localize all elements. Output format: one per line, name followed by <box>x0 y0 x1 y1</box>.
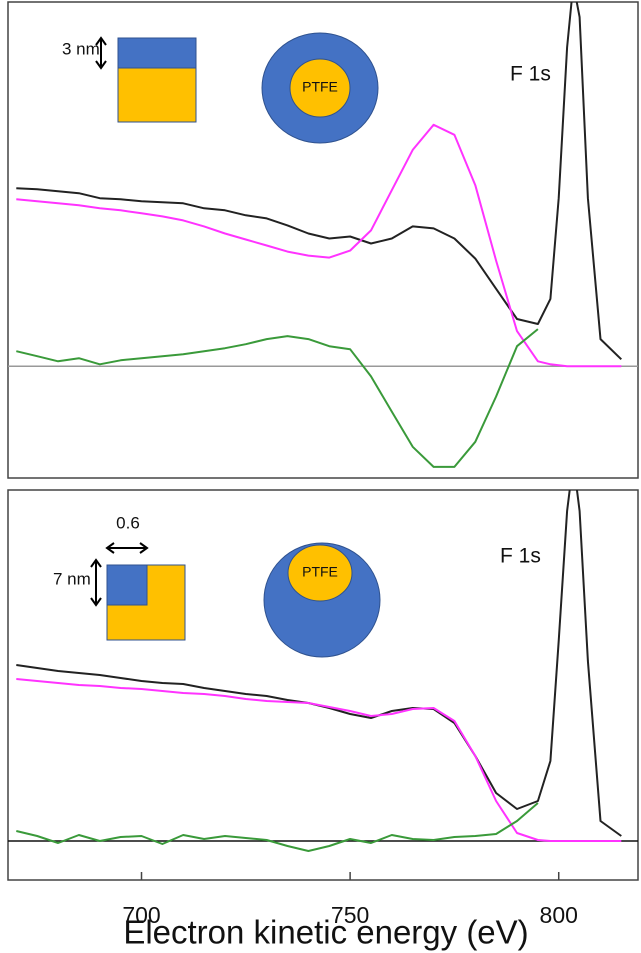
x-tick-label: 750 <box>331 902 369 928</box>
plot-frame <box>7 489 639 881</box>
data-line <box>16 490 622 837</box>
annotation: F 1s <box>510 63 551 86</box>
annotation: F 1s <box>500 545 541 568</box>
data-line <box>16 123 622 368</box>
annotation: 0.6 <box>116 513 140 532</box>
annotation: 3 nm <box>62 39 100 58</box>
data-line <box>16 802 539 852</box>
data-line <box>16 328 539 468</box>
x-axis-label: Electron kinetic energy (eV) <box>123 914 528 951</box>
x-tick-label: 800 <box>540 902 578 928</box>
x-tick-label: 700 <box>122 902 160 928</box>
annotation: PTFE <box>302 79 338 95</box>
plot-frame <box>7 1 639 479</box>
annotation: 7 nm <box>53 569 91 588</box>
schematic-top <box>95 32 379 144</box>
schematic-bottom <box>90 542 381 658</box>
plot-area <box>16 490 622 852</box>
data-line <box>16 678 622 842</box>
annotation: PTFE <box>302 564 338 580</box>
plot-area <box>16 2 622 468</box>
